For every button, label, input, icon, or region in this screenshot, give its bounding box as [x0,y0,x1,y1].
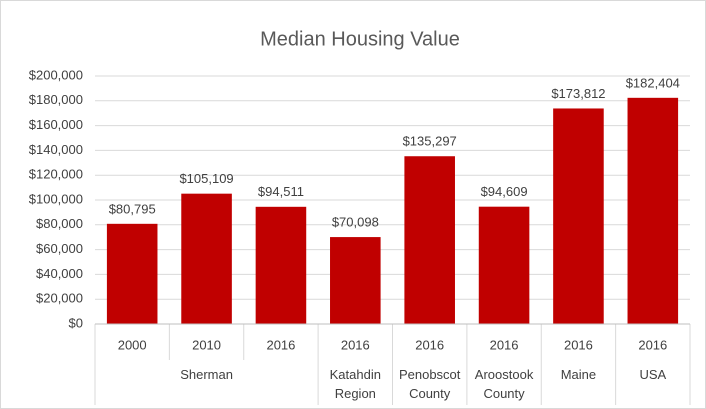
bar [627,97,679,325]
group-label-line: Sherman [180,367,233,382]
bar [330,237,381,324]
bar [181,193,232,324]
group-label-line: County [409,386,451,401]
x-tick-label: 2016 [564,337,593,352]
group-label: Maine [561,367,596,382]
value-label: $94,609 [481,184,528,199]
value-label: $182,404 [626,75,680,90]
group-label-line: Penobscot [399,367,461,382]
bar [478,206,530,324]
value-label: $94,511 [258,184,304,199]
x-tick-label: 2000 [118,337,147,352]
value-label: $105,109 [179,171,233,186]
group-label-line: Maine [561,367,596,382]
y-tick-label: $180,000 [29,92,83,107]
x-tick-label: 2016 [415,337,444,352]
y-tick-label: $140,000 [29,142,83,157]
y-tick-label: $120,000 [29,167,83,182]
value-label: $135,297 [403,134,457,149]
bar [106,223,158,324]
value-label: $70,098 [332,215,379,230]
y-tick-label: $200,000 [29,67,83,82]
group-label-line: County [483,386,525,401]
group-label-line: USA [639,367,666,382]
bar [553,108,604,325]
x-tick-label: 2016 [490,337,519,352]
y-tick-label: $100,000 [29,191,83,206]
group-label: Sherman [180,367,233,382]
group-label: Aroostook County [475,367,534,401]
x-tick-label: 2016 [341,337,370,352]
value-label: $80,795 [109,201,156,216]
chart-title: Median Housing Value [260,28,460,50]
group-label-line: Region [335,386,376,401]
x-tick-label: 2016 [266,337,295,352]
y-tick-label: $0 [69,315,83,330]
bar [255,206,307,324]
x-tick-label: 2010 [192,337,221,352]
group-label: Penobscot County [399,367,461,401]
group-label: Katahdin Region [330,367,381,401]
group-label-line: Aroostook [475,367,534,382]
group-label: USA [639,367,666,382]
group-label-line: Katahdin [330,367,381,382]
bar [404,156,455,324]
value-label: $173,812 [551,86,605,101]
x-tick-label: 2016 [638,337,667,352]
y-tick-label: $20,000 [36,291,83,306]
y-tick-label: $40,000 [36,266,83,281]
y-tick-label: $60,000 [36,241,83,256]
y-tick-label: $80,000 [36,216,83,231]
y-tick-label: $160,000 [29,117,83,132]
